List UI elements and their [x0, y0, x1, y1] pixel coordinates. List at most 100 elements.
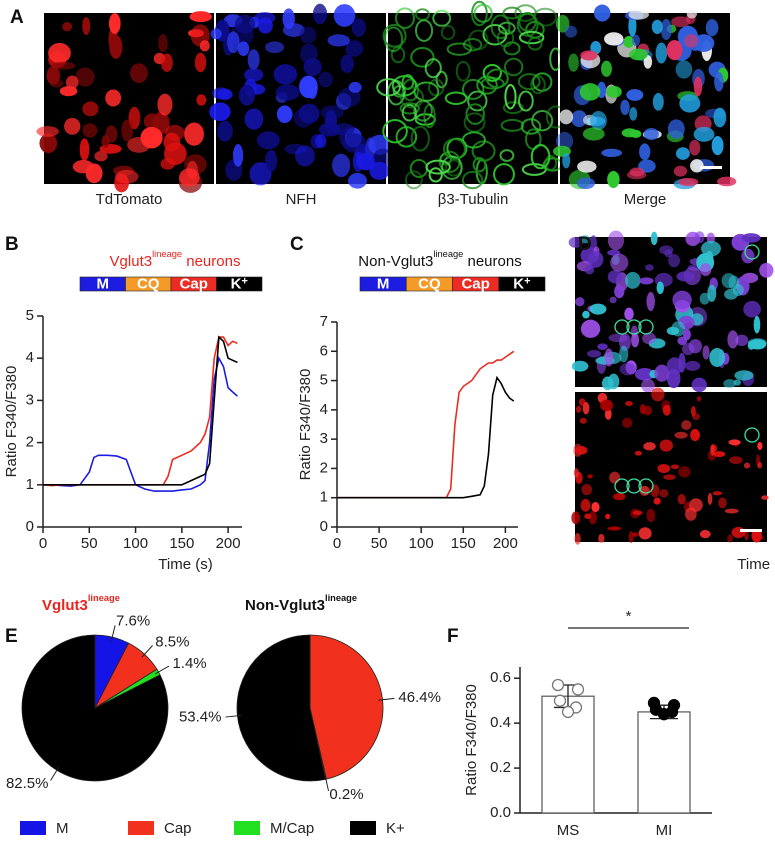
cell — [684, 34, 699, 48]
title-rest: neurons — [182, 253, 240, 270]
stimulus-label-main: M — [97, 275, 110, 292]
cell — [631, 532, 639, 537]
leader-line — [324, 775, 330, 792]
cell — [299, 26, 317, 44]
cell — [468, 29, 489, 51]
cell — [702, 345, 710, 360]
cell — [568, 236, 583, 248]
cell — [256, 131, 280, 150]
cell — [609, 296, 617, 304]
cell — [282, 23, 305, 37]
cell — [199, 40, 210, 52]
cell — [587, 251, 604, 268]
y-axis-label: Ratio F340/F380 — [3, 366, 20, 478]
cell — [584, 264, 595, 275]
data-point — [553, 694, 567, 707]
cell — [589, 303, 607, 315]
cell — [461, 131, 486, 149]
cell — [712, 491, 722, 496]
cell — [634, 367, 655, 381]
cell — [628, 531, 634, 543]
cell — [628, 9, 649, 20]
cell — [620, 99, 630, 115]
title-main: Vglut3 — [42, 597, 88, 614]
cell — [743, 300, 761, 318]
cell — [217, 120, 233, 142]
cell — [709, 348, 726, 368]
cell — [432, 9, 452, 27]
cell — [621, 128, 638, 138]
cell — [444, 91, 468, 105]
legend-label: Cap — [164, 820, 192, 837]
cell — [632, 510, 643, 516]
roi-circle — [744, 427, 760, 443]
cell — [555, 132, 574, 151]
stimulus-segment — [498, 276, 546, 292]
y-tick-label: 4 — [320, 401, 328, 418]
cell — [741, 248, 755, 264]
cell — [634, 450, 642, 456]
title-sup: lineage — [152, 249, 182, 259]
cell — [399, 102, 420, 115]
cell — [249, 162, 272, 186]
cell — [713, 451, 726, 458]
cell — [650, 231, 658, 246]
y-tick-label: 5 — [320, 372, 328, 389]
stimulus-label: K+ — [231, 275, 248, 292]
legend-label: K+ — [386, 820, 405, 837]
cell — [184, 122, 204, 146]
cell — [605, 513, 611, 520]
cell — [654, 364, 670, 382]
cell — [582, 127, 605, 141]
x-tick-label: MI — [656, 822, 673, 839]
cell — [638, 527, 652, 540]
data-line — [43, 335, 238, 486]
cell — [161, 53, 173, 73]
cell — [571, 110, 588, 128]
cell — [394, 7, 415, 29]
title-sup: lineage — [88, 593, 120, 603]
panel-label: D — [578, 234, 592, 255]
cell — [678, 177, 699, 187]
cell — [748, 339, 767, 350]
cell — [678, 466, 691, 478]
cell — [143, 113, 161, 130]
cell — [410, 46, 435, 68]
x-axis-label: Time (s) — [158, 556, 212, 573]
cell — [582, 402, 590, 415]
cell — [351, 18, 367, 37]
cell — [64, 117, 81, 135]
chart-title: Vglut3lineage — [42, 593, 120, 614]
legend-label: M — [56, 820, 69, 837]
cell — [656, 281, 664, 295]
cell — [600, 399, 613, 412]
cell — [499, 149, 515, 162]
cell — [562, 152, 571, 169]
x-tick-label: 0 — [333, 535, 341, 552]
cell — [728, 275, 740, 290]
title-rest: neurons — [463, 253, 521, 270]
cell — [629, 107, 638, 121]
roi-circle — [614, 319, 630, 335]
cell — [404, 170, 423, 190]
cell — [576, 177, 596, 190]
cell — [580, 498, 591, 512]
cell — [382, 119, 408, 144]
cell — [275, 84, 300, 101]
panel-label: F — [447, 626, 459, 647]
cell — [590, 111, 607, 131]
cell — [342, 133, 367, 153]
cell — [178, 168, 200, 187]
cell — [587, 349, 602, 358]
cell — [670, 464, 680, 469]
image-caption: β3-Tubulin — [438, 191, 509, 208]
bar — [637, 711, 691, 814]
y-tick-label: 1 — [26, 476, 34, 493]
cell — [657, 463, 671, 474]
cell — [461, 78, 485, 100]
panel-label: B — [5, 234, 19, 255]
cell — [723, 379, 736, 389]
cell — [520, 118, 542, 135]
x-tick-label: 150 — [169, 535, 194, 552]
cell — [757, 441, 763, 451]
